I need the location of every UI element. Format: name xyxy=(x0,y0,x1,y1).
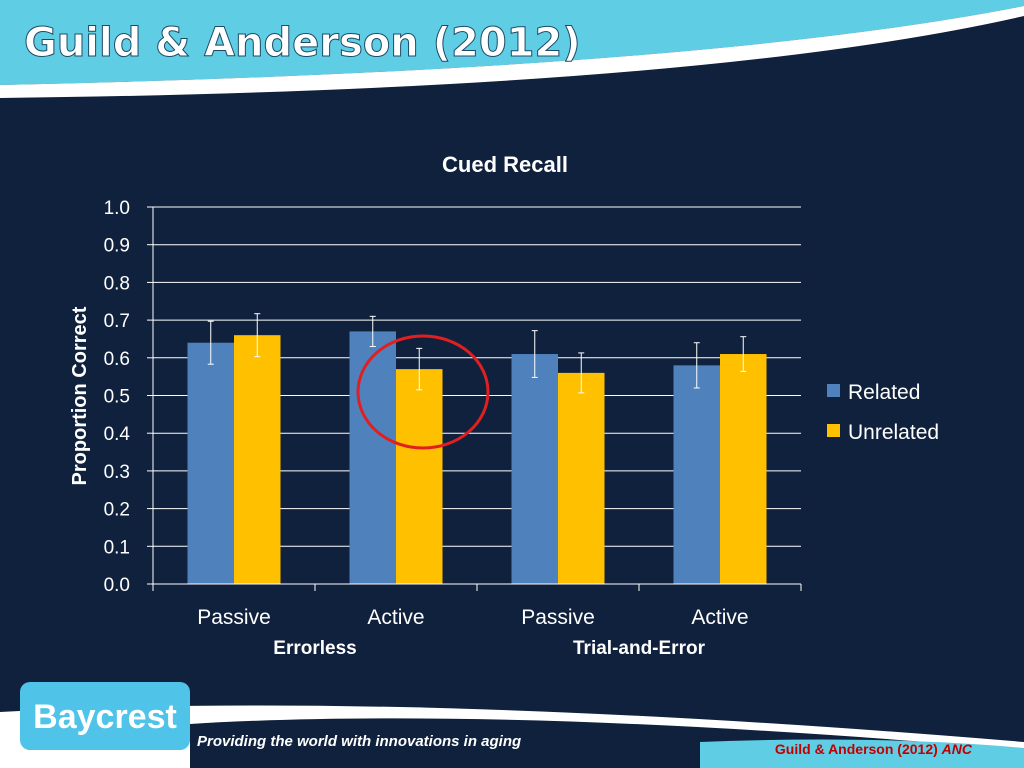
y-tick-label: 0.2 xyxy=(104,500,130,521)
logo-text: Baycrest xyxy=(33,698,177,736)
bar-related xyxy=(349,331,396,584)
x-tick-label: Active xyxy=(367,606,424,629)
citation-authors: Guild & Anderson (2012) xyxy=(774,741,938,757)
y-tick-label: 0.7 xyxy=(104,311,130,332)
highlight-circle xyxy=(356,334,490,450)
bar-unrelated xyxy=(558,372,605,584)
header-banner xyxy=(0,0,1024,85)
legend-swatch xyxy=(827,384,840,397)
x-tick-label: Active xyxy=(691,606,748,629)
group-label: Trial-and-Error xyxy=(573,638,706,659)
y-tick-label: 0.4 xyxy=(104,424,131,445)
legend-swatch xyxy=(827,424,840,437)
group-label: Errorless xyxy=(273,638,356,659)
y-tick-label: 0.8 xyxy=(104,273,130,294)
baycrest-logo: Baycrest xyxy=(20,682,190,750)
y-tick-label: 0.0 xyxy=(104,575,130,596)
y-tick-label: 0.5 xyxy=(104,387,130,408)
x-tick-label: Passive xyxy=(197,606,271,629)
y-tick-label: 1.0 xyxy=(104,198,130,219)
bar-related xyxy=(511,354,558,584)
legend-label: Related xyxy=(848,381,920,404)
bar-unrelated xyxy=(396,369,443,584)
legend-label: Unrelated xyxy=(848,421,939,444)
bar-unrelated xyxy=(234,335,281,584)
y-tick-label: 0.6 xyxy=(104,349,130,370)
y-tick-label: 0.3 xyxy=(104,462,130,483)
bar-related xyxy=(673,365,720,584)
y-axis-label: Proportion Correct xyxy=(69,306,91,485)
y-tick-label: 0.1 xyxy=(104,537,130,558)
footer-tagline: Providing the world with innovations in … xyxy=(197,733,522,750)
bar-unrelated xyxy=(720,354,767,584)
citation-journal: ANC xyxy=(941,741,972,757)
chart-title: Cued Recall xyxy=(442,152,568,177)
footer-accent xyxy=(700,739,1024,768)
y-tick-label: 0.9 xyxy=(104,236,130,257)
bar-chart: Cued Recall Proportion Correct 0.0 0.1 0.2… xyxy=(69,152,939,659)
header-swoosh xyxy=(0,6,1024,98)
bar-related xyxy=(187,342,234,584)
footer-citation: Guild & Anderson (2012) ANC xyxy=(775,741,972,757)
slide-title: Guild & Anderson (2012) xyxy=(24,20,581,66)
x-tick-label: Passive xyxy=(521,606,595,629)
